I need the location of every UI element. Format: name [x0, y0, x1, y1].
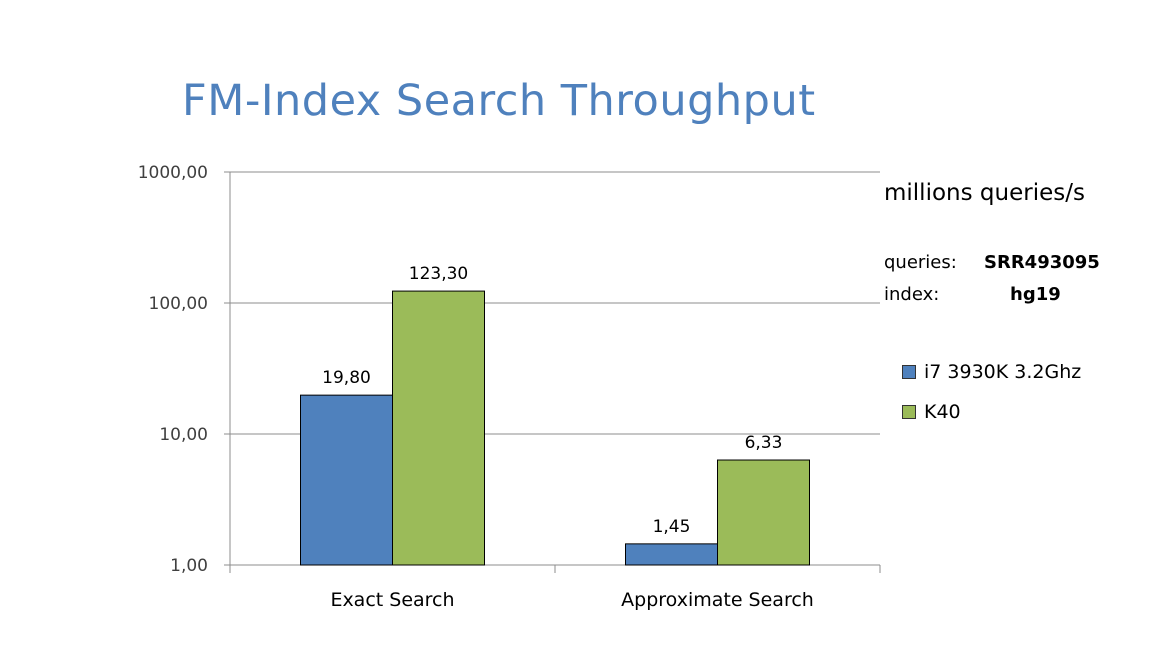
- legend: i7 3930K 3.2Ghz K40: [902, 352, 1081, 432]
- bar-k40-1: [717, 459, 810, 566]
- y-tick-label-0: 1,00: [170, 556, 208, 576]
- bar-i7-1: [625, 543, 718, 566]
- y-tick-label-3: 1000,00: [138, 163, 208, 183]
- index-value: hg19: [1010, 284, 1061, 305]
- data-label-k40-1: 6,33: [745, 433, 783, 453]
- y-tick-label-2: 100,00: [149, 294, 208, 314]
- data-label-i7-1: 1,45: [653, 517, 691, 537]
- queries-label: queries:: [884, 252, 957, 273]
- queries-value: SRR493095: [984, 252, 1100, 273]
- x-category-label-1: Approximate Search: [621, 589, 814, 611]
- index-label: index:: [884, 284, 940, 305]
- legend-item-k40: K40: [902, 392, 1081, 432]
- y-tick-label-1: 10,00: [159, 425, 208, 445]
- bar-k40-0: [392, 290, 485, 566]
- queries-row: queries: SRR493095: [884, 252, 1100, 273]
- unit-label: millions queries/s: [884, 180, 1085, 206]
- data-labels: 19,80 123,30 1,45 6,33: [322, 264, 782, 537]
- data-label-i7-0: 19,80: [322, 368, 371, 388]
- data-label-k40-0: 123,30: [409, 264, 468, 284]
- axes: 1,00 10,00 100,00 1000,00 Exact Search Approx…: [138, 163, 881, 611]
- bar-i7-0: [300, 394, 393, 566]
- x-category-label-0: Exact Search: [330, 589, 454, 611]
- legend-swatch-i7: [902, 365, 916, 379]
- slide-title: FM-Index Search Throughput: [182, 76, 816, 126]
- legend-label-i7: i7 3930K 3.2Ghz: [924, 361, 1082, 383]
- legend-label-k40: K40: [924, 401, 961, 423]
- bars: [300, 290, 810, 566]
- index-row: index: hg19: [884, 284, 1061, 305]
- legend-item-i7: i7 3930K 3.2Ghz: [902, 352, 1081, 392]
- legend-swatch-k40: [902, 405, 916, 419]
